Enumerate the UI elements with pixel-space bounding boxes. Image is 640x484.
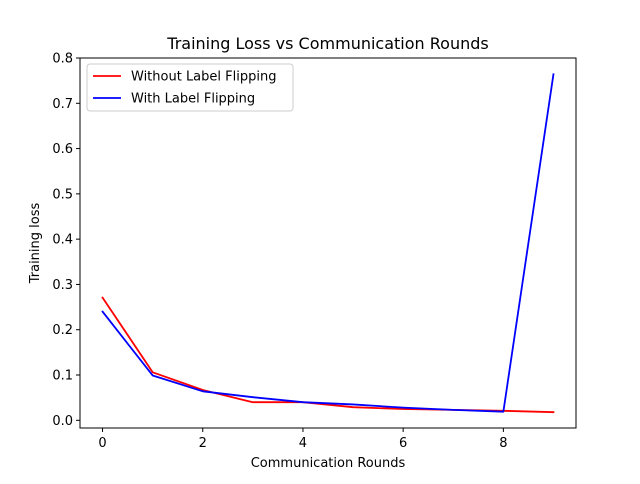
x-axis-label: Communication Rounds bbox=[251, 456, 406, 471]
y-tick-label: 0.1 bbox=[52, 369, 73, 384]
chart-title: Training Loss vs Communication Rounds bbox=[166, 34, 488, 53]
legend-items: Without Label Flipping With Label Flippin… bbox=[93, 70, 276, 107]
x-tick-label: 4 bbox=[299, 436, 307, 451]
y-tick-label: 0.5 bbox=[52, 187, 73, 202]
legend-box bbox=[86, 63, 294, 112]
y-tick-label: 0.4 bbox=[52, 233, 73, 248]
legend: Without Label Flipping With Label Flippin… bbox=[86, 63, 294, 112]
plot-frame bbox=[79, 57, 577, 429]
series-line-with-label-flipping bbox=[101, 73, 555, 413]
y-tick-label: 0.8 bbox=[52, 52, 73, 67]
y-tick-label: 0.3 bbox=[52, 278, 73, 293]
x-tick-label: 6 bbox=[399, 436, 407, 451]
y-tick-label: 0.2 bbox=[52, 323, 73, 338]
x-tick-label: 8 bbox=[499, 436, 507, 451]
y-axis-ticks: 0.0 0.1 0.2 0.3 0.4 0.5 0.6 0.7 0.8 bbox=[52, 52, 80, 429]
series-lines bbox=[101, 73, 555, 414]
legend-label-with-label-flipping: With Label Flipping bbox=[131, 92, 255, 107]
x-axis-ticks: 0 2 4 6 8 bbox=[98, 428, 507, 451]
x-tick-label: 2 bbox=[199, 436, 207, 451]
y-tick-label: 0.7 bbox=[52, 97, 73, 112]
x-tick-label: 0 bbox=[98, 436, 106, 451]
legend-label-without-label-flipping: Without Label Flipping bbox=[131, 70, 276, 85]
y-axis-label: Training loss bbox=[28, 203, 43, 285]
y-tick-label: 0.0 bbox=[52, 414, 73, 429]
y-tick-label: 0.6 bbox=[52, 142, 73, 157]
